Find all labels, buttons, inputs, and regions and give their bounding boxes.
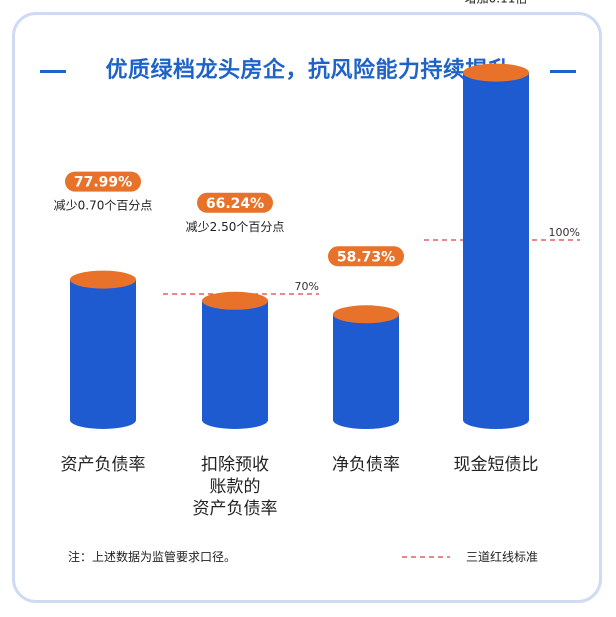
category-label-1-1: 账款的 (210, 477, 261, 497)
bar-2 (333, 314, 399, 429)
chart-title: 优质绿档龙头房企，抗风险能力持续提升 (105, 58, 511, 83)
bar-top-3 (463, 63, 529, 82)
category-label-2-0: 净负债率 (332, 455, 400, 475)
legend-label: 三道红线标准 (466, 549, 538, 564)
title-row: 优质绿档龙头房企，抗风险能力持续提升 (0, 56, 616, 86)
value-badge-0 (65, 171, 141, 192)
threshold-label-0: 70% (295, 280, 319, 293)
value-label-2: 58.73% (337, 249, 395, 265)
change-label-3: 增加0.11倍 (465, 0, 528, 6)
threshold-label-1: 100% (549, 226, 580, 239)
category-label-1-0: 扣除预收 (201, 455, 269, 475)
value-badge-1 (197, 192, 273, 213)
category-label-0-0: 资产负债率 (61, 455, 146, 475)
value-label-0: 77.99% (74, 175, 132, 191)
bar-top-0 (70, 270, 136, 289)
category-label-1-2: 资产负债率 (193, 499, 278, 519)
category-label-3-0: 现金短债比 (454, 455, 539, 475)
title-dash-right (550, 70, 576, 73)
value-label-1: 66.24% (206, 196, 264, 212)
title-dash-left (40, 70, 66, 73)
bar-top-2 (333, 305, 399, 324)
change-label-0: 减少0.70个百分点 (54, 199, 153, 213)
change-label-1: 减少2.50个百分点 (186, 220, 285, 234)
footnote: 注：上述数据为监管要求口径。 (68, 549, 236, 564)
bar-1 (202, 300, 268, 429)
value-badge-2 (328, 246, 404, 267)
bar-top-1 (202, 291, 268, 310)
bar-3 (463, 72, 529, 429)
bar-0 (70, 279, 136, 429)
